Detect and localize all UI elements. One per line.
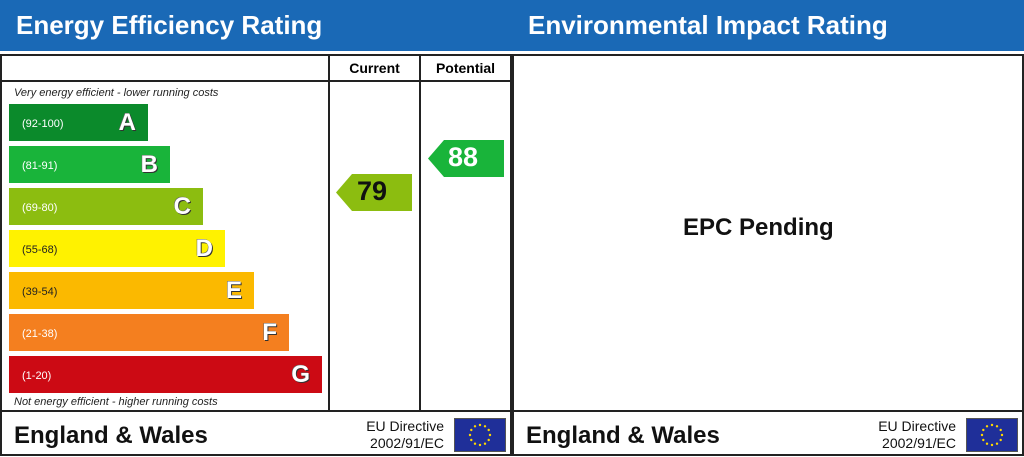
band-letter: F	[262, 319, 277, 346]
band-g: (1-20) G	[9, 356, 322, 393]
band-letter: E	[225, 277, 242, 304]
band-a: (92-100) A	[9, 104, 148, 141]
eu-flag-icon	[966, 418, 1018, 452]
environmental-impact-chart: EPC Pending England & Wales EU Directive…	[512, 54, 1024, 456]
divider	[328, 56, 330, 412]
eu-directive-line2: 2002/91/EC	[882, 435, 956, 451]
divider	[419, 56, 421, 412]
eu-directive-text: EU Directive 2002/91/EC	[878, 418, 956, 452]
band-range: (39-54)	[22, 286, 58, 298]
potential-rating-value: 88	[448, 142, 479, 172]
top-note: Very energy efficient - lower running co…	[14, 87, 219, 99]
band-range: (21-38)	[22, 328, 58, 340]
band-letter: A	[118, 109, 136, 136]
band-d: (55-68) D	[9, 230, 225, 267]
bottom-note: Not energy efficient - higher running co…	[14, 396, 218, 408]
region-label: England & Wales	[526, 422, 720, 449]
current-rating-arrow: 79	[336, 174, 412, 211]
divider	[2, 410, 510, 412]
current-column-header: Current	[349, 60, 400, 76]
environmental-impact-title: Environmental Impact Rating	[512, 0, 1024, 51]
potential-column-header: Potential	[435, 60, 496, 76]
band-letter: B	[140, 151, 158, 178]
eu-directive-text: EU Directive 2002/91/EC	[366, 418, 444, 452]
current-rating-value: 79	[357, 176, 388, 206]
eu-directive-line1: EU Directive	[878, 418, 956, 434]
band-range: (81-91)	[22, 160, 58, 172]
divider	[514, 410, 1022, 412]
band-letter: C	[173, 193, 191, 220]
band-e: (39-54) E	[9, 272, 254, 309]
band-b: (81-91) B	[9, 146, 170, 183]
potential-rating-arrow: 88	[428, 140, 504, 177]
band-range: (69-80)	[22, 202, 58, 214]
energy-efficiency-chart: Current Potential Very energy efficient …	[0, 54, 512, 456]
divider	[2, 80, 510, 82]
epc-pending-status: EPC Pending	[683, 214, 834, 241]
energy-efficiency-title: Energy Efficiency Rating	[0, 0, 512, 51]
eu-directive-line2: 2002/91/EC	[370, 435, 444, 451]
band-range: (55-68)	[22, 244, 58, 256]
eu-directive-line1: EU Directive	[366, 418, 444, 434]
region-label: England & Wales	[14, 422, 208, 449]
band-range: (1-20)	[22, 370, 52, 382]
band-f: (21-38) F	[9, 314, 289, 351]
band-range: (92-100)	[22, 118, 64, 130]
band-letter: D	[195, 235, 213, 262]
band-c: (69-80) C	[9, 188, 203, 225]
band-letter: G	[291, 361, 310, 388]
eu-flag-icon	[454, 418, 506, 452]
